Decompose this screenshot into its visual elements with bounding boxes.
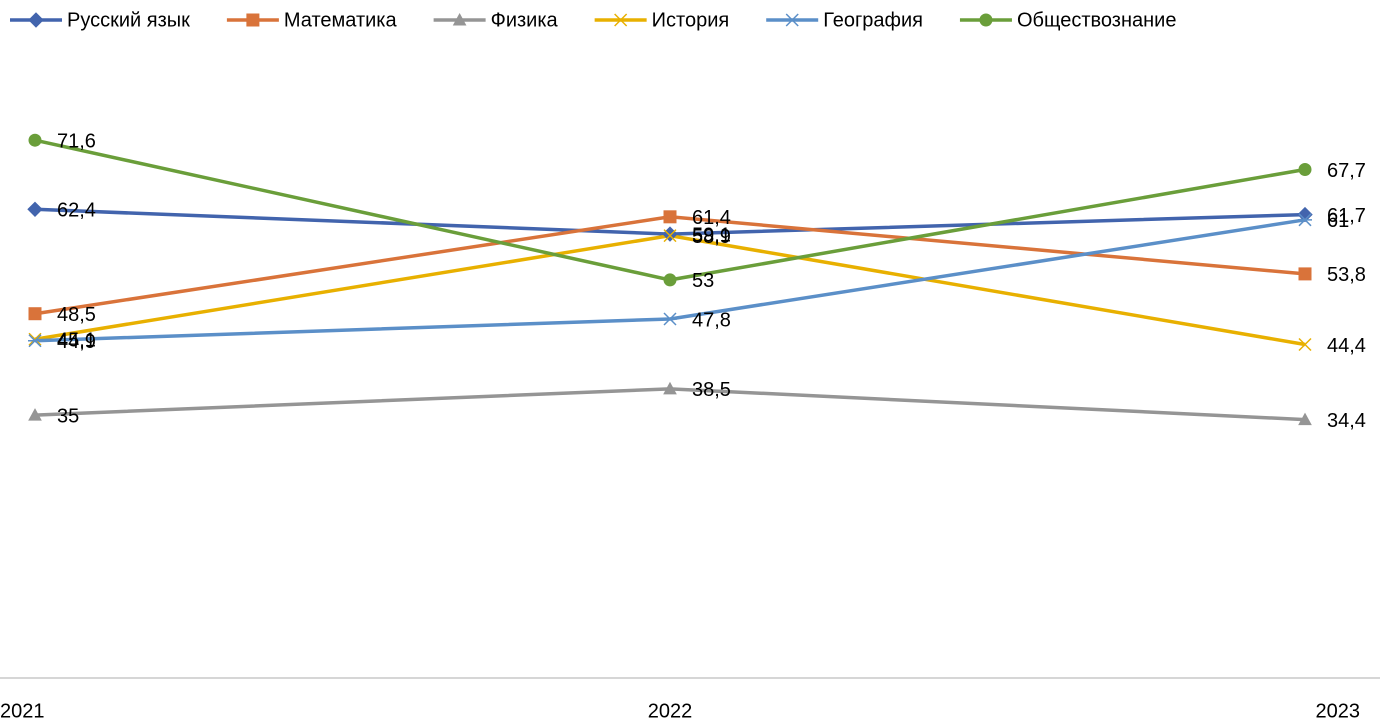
data-label: 61,7 — [1327, 205, 1366, 227]
marker — [1298, 213, 1312, 227]
marker — [1298, 267, 1312, 281]
legend-item: География — [766, 9, 923, 31]
legend-label: Русский язык — [67, 9, 190, 31]
series-line — [34, 233, 1306, 347]
legend-item: Обществознание — [959, 9, 1177, 31]
marker — [28, 332, 42, 346]
data-label: 53,8 — [1327, 264, 1366, 286]
data-label: 53 — [692, 270, 714, 292]
legend-marker — [785, 13, 800, 27]
legend-marker — [979, 13, 993, 27]
data-label: 61 — [1327, 210, 1349, 232]
marker — [1297, 206, 1313, 223]
marker — [663, 273, 677, 287]
x-tick-label: 2021 — [0, 700, 45, 722]
legend-item: Русский язык — [10, 9, 190, 31]
legend-label: Математика — [284, 9, 398, 31]
marker — [28, 334, 42, 348]
legend-marker — [614, 13, 628, 27]
data-label: 61,4 — [692, 207, 731, 229]
marker — [662, 226, 678, 242]
series-line — [34, 138, 1306, 282]
legend-item: Физика — [433, 9, 559, 31]
data-label: 59,1 — [692, 224, 731, 246]
data-label: 71,6 — [57, 130, 96, 152]
legend-marker — [452, 12, 467, 26]
marker — [1298, 162, 1312, 176]
marker — [663, 210, 677, 224]
marker — [1298, 337, 1312, 352]
marker — [1298, 412, 1312, 426]
x-tick-label: 2022 — [648, 700, 693, 722]
legend-label: История — [652, 9, 730, 31]
legend-label: Обществознание — [1017, 9, 1177, 31]
legend-marker — [28, 12, 44, 28]
data-label: 45,1 — [57, 330, 96, 352]
marker — [27, 201, 43, 218]
marker — [663, 381, 677, 395]
marker — [663, 229, 677, 243]
marker — [28, 307, 42, 321]
legend-label: Физика — [491, 9, 559, 31]
x-tick-label: 2023 — [1316, 700, 1361, 722]
data-label: 58,9 — [692, 226, 731, 248]
legend-label: География — [823, 9, 923, 31]
data-label: 67,7 — [1327, 160, 1366, 182]
data-label: 48,5 — [57, 304, 96, 326]
marker — [28, 133, 42, 147]
marker — [663, 312, 677, 326]
data-label: 62,4 — [57, 200, 96, 222]
legend-marker — [246, 13, 260, 27]
data-label: 35 — [57, 405, 79, 427]
legend-item: История — [594, 9, 730, 31]
data-label: 38,5 — [692, 379, 731, 401]
data-label: 44,4 — [1327, 335, 1366, 357]
data-label: 44,9 — [57, 331, 96, 353]
legend-item: Математика — [226, 9, 398, 31]
marker — [28, 408, 42, 421]
data-label: 47,8 — [692, 309, 731, 331]
data-label: 34,4 — [1327, 410, 1366, 432]
